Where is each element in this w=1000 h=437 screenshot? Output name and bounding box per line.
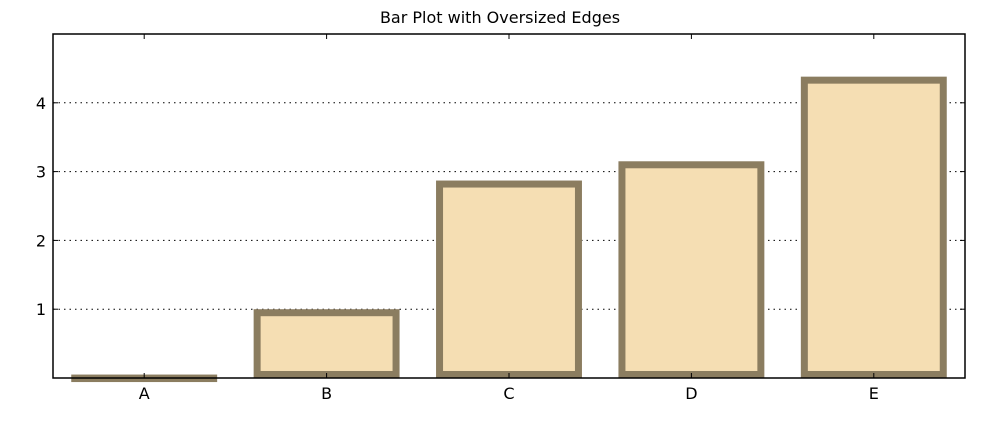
ytick-label-4: 4	[36, 94, 46, 113]
xtick-label-C: C	[503, 384, 514, 403]
bar-E	[800, 76, 947, 378]
axes-frame	[52, 33, 966, 379]
xtick-label-D: D	[685, 384, 697, 403]
bars	[71, 76, 947, 383]
ytick-label-1: 1	[36, 300, 46, 319]
xtick-label-B: B	[321, 384, 332, 403]
ytick-label-3: 3	[36, 163, 46, 182]
xtick-label-A: A	[139, 384, 150, 403]
chart-title: Bar Plot with Oversized Edges	[380, 8, 620, 27]
xtick-label-E: E	[869, 384, 879, 403]
x-axis-ticks: A B C D E	[139, 34, 879, 403]
y-axis-ticks: 1 2 3 4	[36, 94, 965, 319]
ytick-label-2: 2	[36, 231, 46, 250]
bar-C	[436, 180, 582, 378]
bar-D	[618, 161, 765, 378]
bar-B	[253, 309, 400, 379]
